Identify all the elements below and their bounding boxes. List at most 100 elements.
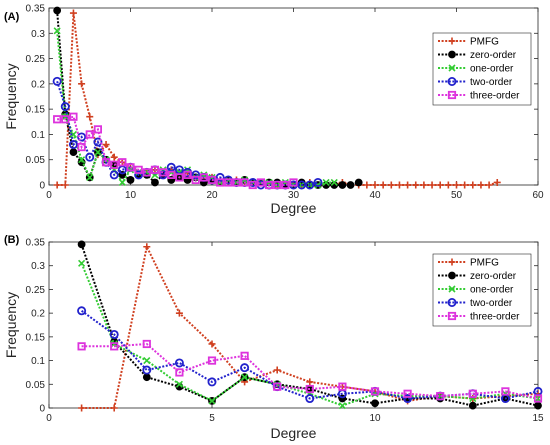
data-point-two-order [191,170,201,180]
data-point-one-order [78,156,86,164]
data-point-three-order [248,180,257,190]
data-point-three-order [183,170,192,179]
legend-marker-zero-order [448,50,456,59]
data-point-one-order [322,178,330,187]
data-point-three-order [289,178,298,187]
y-tick-label: 0.1 [31,130,45,141]
data-point-zero-order [69,148,78,157]
data-point-three-order [150,165,160,174]
data-point-zero-order [468,401,477,410]
data-point-PMFG [485,181,493,189]
legend-label-two-order: two-order [470,298,513,309]
legend-marker-one-order [448,64,456,72]
x-axis-label: Degree [271,200,317,216]
legend-label-PMFG: PMFG [470,258,499,269]
data-point-three-order [142,168,151,177]
legend-marker-three-order [447,90,457,100]
data-point-one-order [175,380,183,388]
data-point-two-order [174,358,184,368]
data-point-three-order [191,175,200,185]
data-point-PMFG [461,181,469,189]
data-point-three-order [207,175,217,185]
data-point-one-order [534,394,542,403]
legend-label-zero-order: zero-order [470,50,517,61]
data-point-PMFG [453,181,460,189]
data-point-PMFG [208,340,216,348]
y-tick-label: 0.15 [26,105,46,116]
data-point-three-order [134,165,143,174]
data-point-three-order [126,163,135,172]
data-point-PMFG [69,9,77,17]
data-point-three-order [158,168,168,177]
series-three-order [53,112,298,190]
series-line-zero-order [80,244,539,407]
data-point-three-order [93,125,102,134]
x-tick-label: 50 [451,190,463,201]
data-point-one-order [208,397,216,405]
data-point-PMFG [86,113,94,121]
y-tick-label: 0.2 [31,79,45,90]
legend-marker-zero-order [448,271,456,280]
y-tick-label: 0.25 [26,54,46,65]
data-point-three-order [175,368,184,377]
data-point-PMFG [428,181,436,189]
data-point-PMFG [143,243,151,251]
data-point-three-order [85,130,94,139]
y-tick-label: 0.15 [26,332,46,343]
y-tick-label: 0.25 [26,285,46,296]
series-line-two-order [81,309,539,400]
series-line-one-order [80,262,539,407]
data-point-three-order [264,180,274,190]
data-point-PMFG [477,181,485,189]
data-point-three-order [468,389,477,398]
data-point-PMFG [78,404,86,412]
data-point-two-order [240,363,250,373]
data-point-three-order [101,158,111,167]
data-point-one-order [86,173,94,181]
x-tick-label: 0 [46,413,52,424]
data-point-three-order [403,389,412,398]
x-tick-label: 20 [206,190,218,201]
data-point-zero-order [338,181,347,189]
data-point-two-order [305,394,315,404]
chart-panel-a: 0 10 20 30 40 50 60 0 0.05 0.1 0.15 0.2 0.25 0.3 0.35 D… [3,4,544,217]
data-point-three-order [240,351,249,360]
data-point-PMFG [61,181,69,189]
data-point-two-order [215,172,225,182]
data-point-PMFG [436,181,444,189]
legend-marker-two-order [447,297,457,307]
data-point-one-order [436,392,444,400]
data-point-three-order [77,342,86,351]
panel-label: (B) [4,234,20,246]
data-point-zero-order [354,178,363,187]
data-point-two-order [60,102,70,112]
data-point-two-order [403,394,413,404]
x-tick-label: 30 [288,190,300,201]
data-point-one-order [118,178,126,187]
data-point-PMFG [379,181,387,189]
legend-label-zero-order: zero-order [470,271,517,282]
legend-label-two-order: two-order [470,77,513,88]
data-point-two-order [93,137,103,147]
data-point-one-order [143,357,151,365]
data-point-three-order [216,178,225,187]
data-point-three-order [305,384,314,394]
data-point-two-order [52,76,62,86]
data-point-three-order [118,158,127,167]
data-point-three-order [142,339,151,349]
data-point-PMFG [387,181,395,189]
data-point-zero-order [77,240,86,249]
data-point-three-order [207,356,217,365]
data-point-three-order [256,178,266,187]
data-point-three-order [77,142,86,152]
x-tick-label: 60 [532,190,544,201]
legend-label-three-order: three-order [470,312,520,323]
data-point-three-order [167,170,176,179]
legend-marker-one-order [448,285,456,293]
data-point-three-order [69,112,78,121]
data-point-one-order [143,168,151,176]
y-tick-label: 0 [39,404,45,415]
data-point-three-order [273,180,282,190]
data-point-PMFG [444,181,452,189]
